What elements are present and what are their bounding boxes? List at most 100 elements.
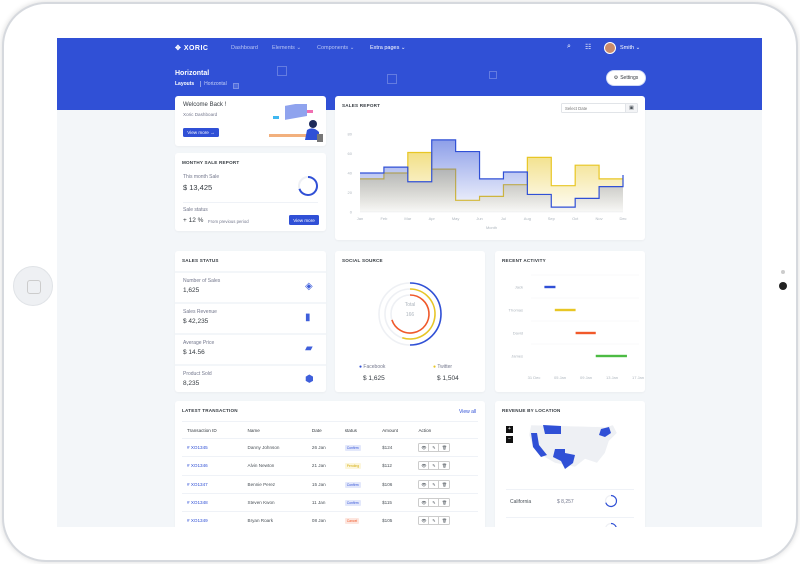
trash-icon[interactable]: 🗑: [441, 481, 447, 487]
status-badge: Confirm: [344, 481, 361, 488]
location-progress-ring: [605, 522, 617, 527]
task-bar: [575, 331, 596, 335]
transaction-id-link[interactable]: # XO1346: [182, 456, 243, 476]
edit-icon[interactable]: ✎: [429, 517, 440, 525]
amount-cell: $106: [377, 475, 414, 494]
amount-cell: $112: [377, 456, 414, 476]
x-tick-label: Mar: [404, 216, 412, 221]
welcome-view-more-button[interactable]: View more →: [183, 128, 219, 137]
ring-value: [409, 282, 442, 346]
task-bar: [554, 308, 576, 312]
x-tick-label: Jan: [357, 216, 363, 221]
x-tick-label: Aug: [524, 216, 531, 221]
status-badge: Pending: [344, 463, 362, 470]
action-group: 👁 ✎ 🗑: [418, 479, 451, 489]
eye-icon[interactable]: 👁: [419, 480, 430, 488]
x-tick-label: Apr: [429, 216, 436, 221]
box-icon: ⬢: [305, 374, 314, 385]
transaction-id-link[interactable]: # XO1345: [182, 438, 243, 458]
sales-status-item: Number of Sales 1,625 ◈: [175, 271, 326, 302]
activity-timeline-chart: Jack Thomas David James 31 Dec 05 Jan 09 Jan 13…: [509, 274, 644, 380]
x-tick-label: Sep: [548, 216, 556, 221]
y-tick-label: 0: [350, 210, 353, 215]
sales-status-card: SALES STATUS Number of Sales 1,625 ◈ Sales …: [175, 251, 326, 392]
transaction-id-link[interactable]: # XO1347: [182, 475, 243, 494]
eye-icon[interactable]: 👁: [419, 444, 430, 452]
facebook-value: $ 1,625: [363, 375, 385, 382]
task-label: David: [513, 331, 523, 336]
item-value: 1,625: [183, 287, 200, 294]
eye-icon[interactable]: 👁: [419, 517, 430, 525]
x-tick-label: Dec: [619, 216, 626, 221]
card-title: REVENUE BY LOCATION: [502, 408, 561, 413]
date-cell: 26 Jan: [306, 438, 340, 458]
edit-icon[interactable]: ✎: [429, 499, 440, 507]
item-value: $ 14.56: [183, 349, 205, 356]
search-icon[interactable]: ⌕: [567, 43, 571, 50]
edit-icon[interactable]: ✎: [429, 462, 440, 470]
zoom-in-button[interactable]: +: [506, 426, 513, 433]
status-badge: Confirm: [344, 500, 361, 507]
name-cell: Alvin Newton: [242, 456, 307, 476]
view-all-link[interactable]: View all: [459, 409, 477, 415]
monthly-sale-card: MONTHY SALE REPORT This month Sale $ 13,…: [175, 153, 326, 231]
screen: ✥ XORIC Dashboard Elements ⌄ Components …: [57, 38, 762, 527]
status-note: From previous period: [208, 219, 249, 224]
sliders-icon[interactable]: ☷: [585, 44, 592, 51]
name-cell: Bennie Perez: [242, 475, 307, 494]
transaction-id-link[interactable]: # XO1349: [182, 511, 243, 527]
task-bar: [595, 354, 627, 358]
amount-cell: $115: [377, 493, 414, 513]
settings-button[interactable]: ⚙ Settings: [607, 71, 645, 85]
breadcrumb-layouts[interactable]: Layouts: [175, 81, 195, 87]
trash-icon[interactable]: 🗑: [441, 518, 447, 524]
x-tick-label: Oct: [572, 216, 579, 221]
calendar-icon[interactable]: ▣: [625, 104, 637, 112]
breadcrumb: Layouts Horizontal: [175, 81, 227, 87]
transaction-id-link[interactable]: # XO1348: [182, 493, 243, 513]
sales-status-item: Product Sold 8,235 ⬢: [175, 364, 326, 395]
monthly-view-more-button[interactable]: View more: [289, 215, 319, 225]
status-badge: Confirm: [344, 445, 361, 452]
usa-map[interactable]: [525, 423, 620, 473]
card-title: SALES STATUS: [182, 258, 219, 263]
action-group: 👁 ✎ 🗑: [418, 443, 451, 453]
state-name: California: [510, 499, 532, 505]
home-button[interactable]: [13, 266, 53, 306]
zoom-out-button[interactable]: −: [506, 436, 513, 443]
welcome-card: Welcome Back ! Xoric Dashboard View more…: [175, 96, 326, 146]
edit-icon[interactable]: ✎: [429, 480, 440, 488]
date-tick-label: 13 Jan: [606, 375, 618, 380]
trash-icon[interactable]: 🗑: [441, 445, 447, 451]
layers-icon: ◈: [305, 281, 313, 292]
nav-extra-pages[interactable]: Extra pages ⌄: [370, 45, 406, 51]
location-progress-ring: [604, 494, 618, 508]
item-label: Average Price: [183, 340, 215, 346]
sales-status-item: Average Price $ 14.56 ▰: [175, 333, 326, 364]
select-date-input[interactable]: [562, 104, 625, 112]
trash-icon[interactable]: 🗑: [441, 463, 447, 469]
item-value: 8,235: [183, 380, 200, 387]
gear-icon: ⚙: [613, 75, 619, 81]
latest-transaction-card: LATEST TRANSACTION View all Transaction …: [175, 401, 485, 527]
date-picker[interactable]: ▣: [561, 103, 638, 113]
montana-region: [543, 425, 561, 434]
name-cell: Steven Kwon: [242, 493, 307, 513]
logo[interactable]: ✥ XORIC: [175, 45, 209, 52]
bar-chart-icon: ▮: [305, 312, 311, 323]
trash-icon[interactable]: 🗑: [441, 500, 447, 506]
nav-elements[interactable]: Elements ⌄: [272, 45, 302, 51]
social-radial-chart: [378, 282, 442, 346]
date-cell: 21 Jan: [306, 456, 340, 476]
x-tick-label: Nov: [596, 216, 603, 221]
eye-icon[interactable]: 👁: [419, 499, 430, 507]
edit-icon[interactable]: ✎: [429, 444, 440, 452]
user-menu[interactable]: Smith ⌄: [620, 45, 641, 51]
eye-icon[interactable]: 👁: [419, 462, 430, 470]
nav-dashboard[interactable]: Dashboard: [231, 45, 258, 51]
location-row: California $ 8,257: [506, 489, 634, 517]
avatar[interactable]: [604, 42, 616, 54]
x-axis-label: Month: [486, 225, 497, 230]
nav-components[interactable]: Components ⌄: [317, 45, 355, 51]
date-cell: 15 Jan: [306, 475, 340, 494]
